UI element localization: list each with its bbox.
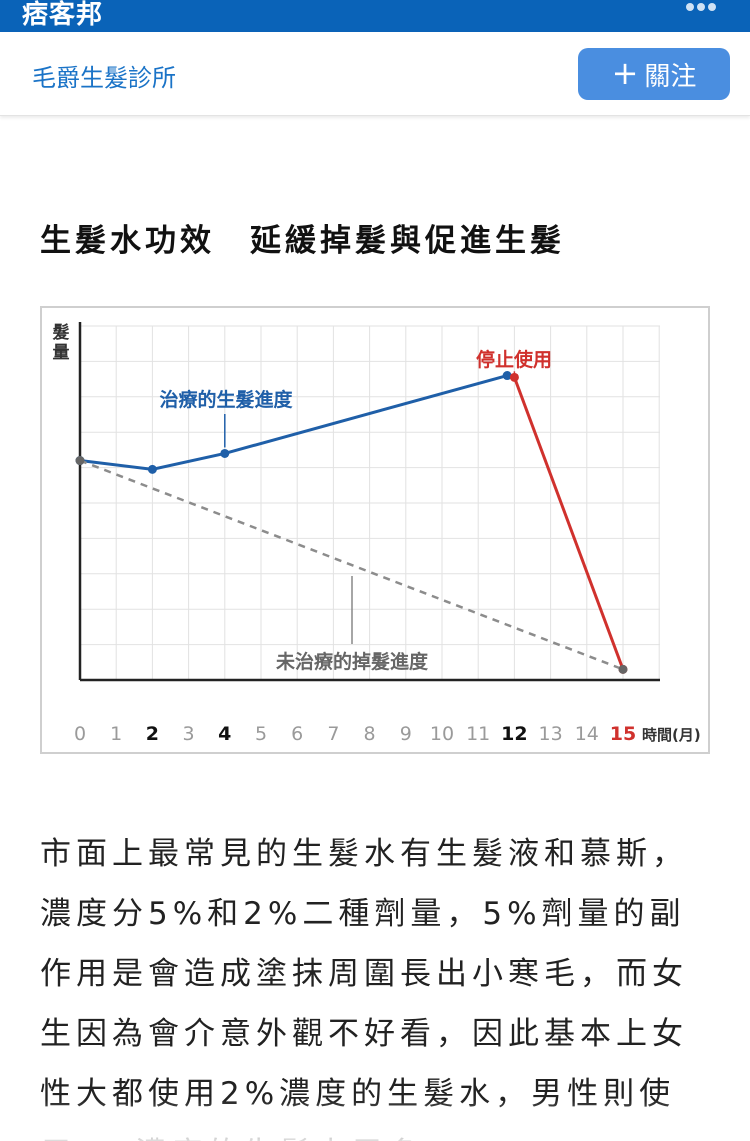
x-tick-label: 5 bbox=[255, 723, 267, 745]
x-tick-label: 14 bbox=[575, 723, 599, 745]
app-top-bar: 痞客邦 bbox=[0, 0, 750, 32]
plus-icon: + bbox=[611, 54, 639, 92]
hair-growth-chart: 髮量 0 1 2 3 4 5 6 7 8 9 10 11 12 13 14 15 時間(月) 治療的生髮進度 停止使用… bbox=[40, 306, 710, 754]
series-line bbox=[79, 459, 624, 671]
follow-button[interactable]: + 關注 bbox=[578, 48, 730, 100]
bottom-fade bbox=[0, 1100, 750, 1141]
paragraph-line: 作用是會造成塗抹周圍長出小寒毛，而女 bbox=[40, 956, 688, 992]
x-tick-label: 12 bbox=[501, 723, 527, 745]
data-point bbox=[147, 464, 157, 474]
x-tick-label: 11 bbox=[466, 723, 490, 745]
app-logo[interactable]: 痞客邦 bbox=[22, 0, 104, 30]
data-point bbox=[75, 456, 85, 466]
blog-header: 毛爵生髮診所 + 關注 bbox=[0, 32, 750, 116]
x-tick-label: 8 bbox=[364, 723, 376, 745]
x-tick-label: 4 bbox=[218, 723, 231, 745]
x-tick-label: 13 bbox=[539, 723, 563, 745]
x-tick-label: 7 bbox=[327, 723, 339, 745]
data-point bbox=[220, 448, 230, 458]
data-point bbox=[618, 664, 628, 674]
paragraph-line: 濃度分5%和2%二種劑量，5%劑量的副 bbox=[40, 896, 686, 932]
blog-name-link[interactable]: 毛爵生髮診所 bbox=[32, 64, 176, 92]
annotation-label: 未治療的掉髮進度 bbox=[275, 650, 429, 673]
x-tick-label: 2 bbox=[146, 723, 159, 745]
article-paragraph: 市面上最常見的生髮水有生髮液和慕斯， 濃度分5%和2%二種劑量，5%劑量的副 作用是… bbox=[40, 824, 720, 1141]
annotation-label: 治療的生髮進度 bbox=[159, 388, 293, 411]
annotation-label: 停止使用 bbox=[476, 348, 552, 371]
x-tick-label: 3 bbox=[183, 723, 195, 745]
more-menu-icon[interactable] bbox=[686, 3, 716, 11]
x-tick-label: 6 bbox=[291, 723, 303, 745]
data-point bbox=[509, 372, 519, 382]
x-axis-label: 時間(月) bbox=[642, 726, 701, 744]
paragraph-line: 生因為會介意外觀不好看，因此基本上女 bbox=[40, 1016, 688, 1052]
series-line bbox=[79, 374, 508, 471]
chart-svg: 髮量0 1 2 3 4 5 6 7 8 9 10 11 12 13 14 15 時間(月)治療的生髮進度停止使用… bbox=[53, 322, 701, 745]
x-tick-label: 9 bbox=[400, 723, 412, 745]
y-axis-label: 量 bbox=[53, 342, 70, 363]
x-tick-label: 0 bbox=[74, 723, 86, 745]
y-axis-label: 髮 bbox=[53, 323, 70, 343]
follow-label: 關注 bbox=[644, 61, 697, 92]
x-tick-label: 1 bbox=[110, 723, 122, 745]
paragraph-line: 市面上最常見的生髮水有生髮液和慕斯， bbox=[40, 836, 688, 872]
x-tick-label: 15 bbox=[610, 723, 636, 745]
series-line bbox=[512, 376, 625, 670]
article-heading: 生髮水功效 延緩掉髮與促進生髮 bbox=[40, 223, 565, 259]
data-point bbox=[502, 371, 512, 381]
x-tick-label: 10 bbox=[430, 723, 454, 745]
